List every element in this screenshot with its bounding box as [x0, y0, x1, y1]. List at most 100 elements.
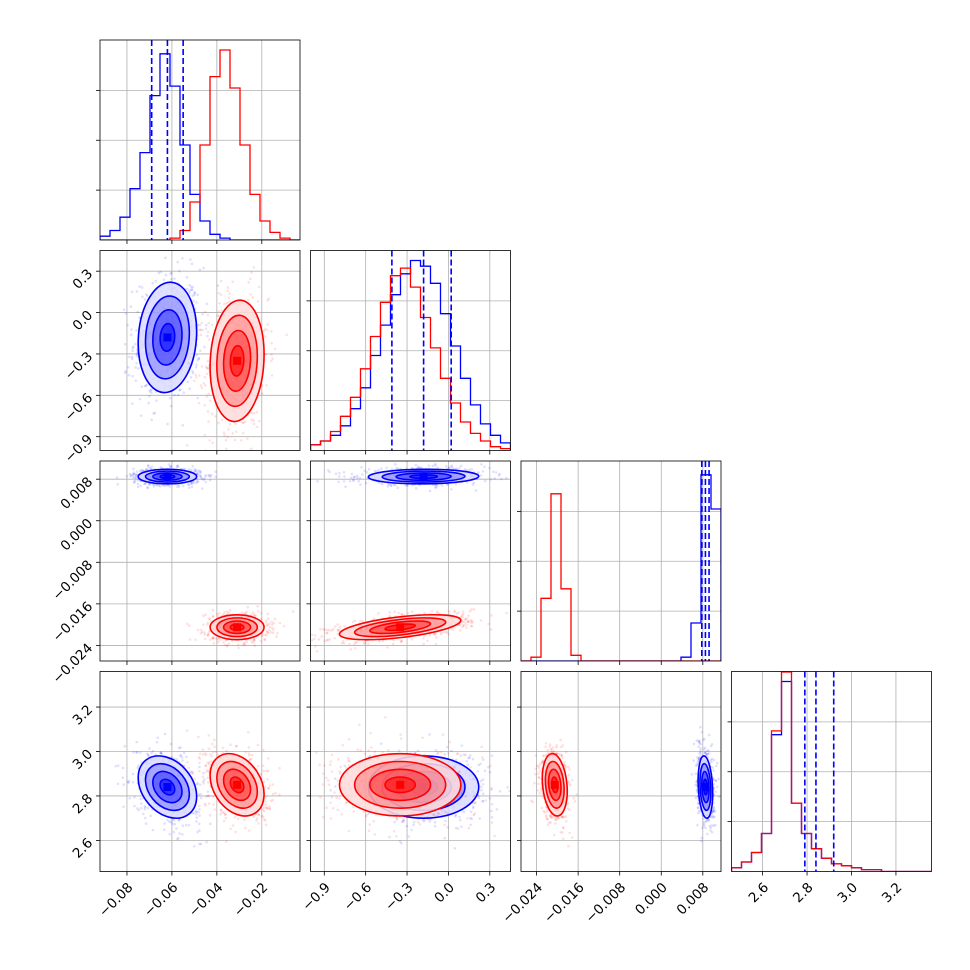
- scatter-point: [204, 473, 208, 477]
- scatter-point: [389, 484, 393, 488]
- scatter-point: [394, 462, 397, 466]
- scatter-point: [126, 323, 129, 327]
- scatter-point: [188, 291, 191, 294]
- scatter-point: [268, 804, 271, 808]
- scatter-point: [159, 466, 163, 469]
- scatter-point: [396, 467, 400, 471]
- scatter-point: [148, 466, 151, 470]
- scatter-point: [365, 471, 369, 474]
- scatter-point: [164, 484, 167, 488]
- scatter-point: [173, 393, 176, 397]
- scatter-point: [266, 623, 270, 627]
- panel-2-2: [521, 461, 721, 661]
- scatter-point: [204, 613, 207, 616]
- scatter-point: [140, 286, 144, 289]
- scatter-point: [260, 392, 264, 396]
- scatter-point: [410, 638, 414, 641]
- scatter-point: [188, 289, 191, 293]
- scatter-point: [155, 399, 158, 402]
- scatter-point: [366, 642, 370, 646]
- scatter-point: [209, 638, 212, 641]
- scatter-point: [219, 293, 223, 296]
- scatter-point: [176, 837, 179, 841]
- scatter-point: [240, 611, 244, 615]
- scatter-point: [195, 812, 198, 816]
- scatter-point: [463, 621, 467, 624]
- panel-frame: [310, 460, 511, 662]
- scatter-point: [223, 643, 227, 647]
- scatter-point: [217, 614, 220, 618]
- scatter-point: [219, 279, 223, 283]
- scatter-point: [206, 367, 209, 370]
- scatter-point: [419, 466, 422, 469]
- scatter-point: [180, 756, 184, 759]
- scatter-point: [189, 376, 193, 379]
- scatter-point: [209, 473, 213, 477]
- scatter-point: [209, 475, 212, 478]
- scatter-point: [469, 618, 472, 622]
- scatter-point: [184, 823, 188, 827]
- scatter-point: [188, 283, 191, 287]
- scatter-point: [204, 384, 207, 387]
- scatter-point: [459, 629, 462, 632]
- scatter-point: [315, 650, 319, 653]
- scatter-point: [187, 766, 190, 770]
- scatter-point: [196, 480, 200, 483]
- scatter-point: [326, 639, 329, 642]
- scatter-point: [206, 632, 210, 636]
- scatter-point: [349, 648, 353, 651]
- scatter-point: [178, 388, 181, 392]
- scatter-point: [338, 471, 341, 475]
- scatter-point: [302, 642, 305, 645]
- scatter-point: [390, 484, 393, 487]
- scatter-point: [138, 469, 142, 473]
- scatter-point: [203, 477, 206, 481]
- scatter-point: [206, 794, 210, 797]
- scatter-point: [457, 611, 460, 614]
- scatter-point: [214, 470, 217, 474]
- scatter-point: [344, 485, 347, 489]
- scatter-point: [198, 471, 202, 474]
- scatter-point: [135, 290, 139, 293]
- scatter-point: [226, 644, 229, 647]
- scatter-point: [187, 486, 191, 489]
- scatter-point: [144, 805, 147, 809]
- scatter-point: [265, 383, 268, 387]
- scatter-point: [203, 633, 207, 636]
- scatter-point: [132, 481, 136, 485]
- scatter-point: [348, 479, 352, 483]
- scatter-point: [133, 796, 136, 799]
- scatter-point: [436, 611, 439, 614]
- scatter-point: [194, 810, 198, 813]
- scatter-point: [343, 475, 346, 478]
- scatter-point: [262, 780, 266, 783]
- scatter-point: [470, 608, 473, 611]
- scatter-point: [314, 645, 317, 648]
- scatter-point: [126, 365, 130, 369]
- scatter-point: [187, 362, 190, 365]
- scatter-point: [225, 447, 228, 451]
- scatter-point: [114, 764, 118, 768]
- scatter-point: [275, 635, 278, 639]
- scatter-point: [139, 806, 143, 810]
- scatter-point: [248, 754, 251, 757]
- scatter-point: [227, 642, 231, 646]
- scatter-point: [143, 384, 147, 388]
- scatter-point: [266, 299, 269, 302]
- scatter-point: [352, 479, 355, 482]
- scatter-point: [131, 473, 135, 477]
- scatter-point: [211, 636, 215, 639]
- scatter-point: [193, 469, 196, 473]
- scatter-point: [468, 609, 472, 613]
- scatter-point: [135, 470, 139, 473]
- scatter-point: [414, 487, 418, 490]
- scatter-point: [222, 819, 226, 823]
- scatter-point: [214, 637, 218, 640]
- scatter-point: [176, 485, 179, 489]
- scatter-point: [135, 361, 138, 365]
- scatter-point: [190, 288, 193, 292]
- scatter-point: [250, 447, 253, 451]
- scatter-point: [131, 772, 135, 776]
- scatter-point: [193, 291, 197, 294]
- scatter-point: [199, 631, 203, 635]
